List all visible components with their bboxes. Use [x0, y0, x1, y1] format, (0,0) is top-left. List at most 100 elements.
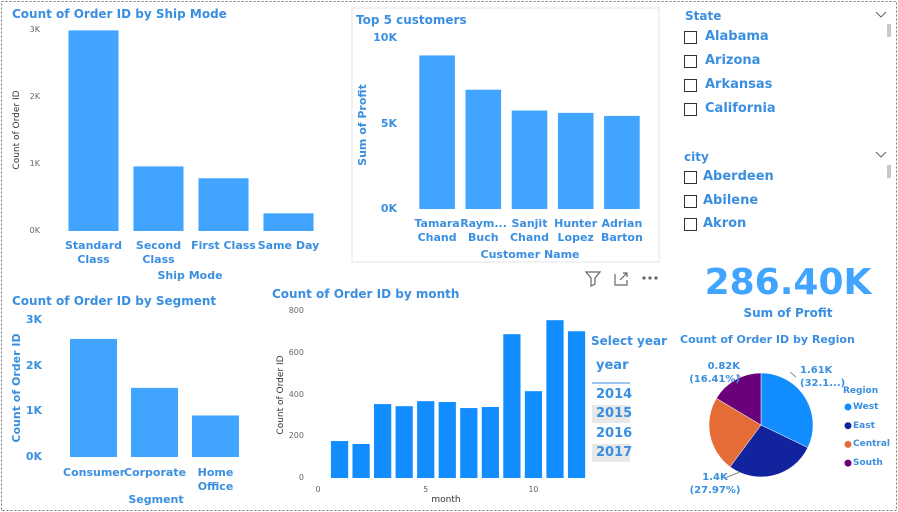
x-tick-label: Same Day [257, 239, 320, 252]
checkbox[interactable] [684, 79, 697, 92]
bar [330, 441, 349, 478]
y-tick-label: 200 [288, 431, 304, 441]
x-tick-label: Corporate [124, 466, 187, 479]
slicer-item[interactable]: California [705, 101, 776, 116]
pie-slice [729, 424, 809, 478]
scrollbar[interactable] [887, 165, 891, 178]
legend-label: West [853, 402, 879, 412]
chevron[interactable] [875, 11, 887, 158]
slicer-title: Select year [591, 334, 668, 348]
slicer-item[interactable]: Aberdeen [703, 169, 774, 184]
legend-marker [844, 459, 852, 467]
legend-marker [844, 422, 852, 430]
bar [524, 391, 543, 478]
x-tick-label: 5 [423, 485, 429, 494]
chart-title: Count of Order ID by Segment [12, 294, 217, 308]
y-tick-label: 5K [380, 116, 397, 130]
scrollbar[interactable] [887, 24, 891, 37]
bar [263, 213, 314, 231]
checkbox[interactable] [684, 31, 697, 44]
bar [352, 443, 370, 478]
x-tick-label: Tamara Chand [414, 217, 460, 244]
slicer-item[interactable]: Abilene [703, 193, 759, 208]
x-tick-label: Second Class [135, 239, 182, 266]
visual-header-icons[interactable] [584, 271, 658, 287]
panel-border [351, 7, 660, 263]
bar [567, 331, 586, 478]
bar [131, 387, 178, 457]
x-tick-label: Sanjit Chand [509, 217, 549, 244]
chart-title: Top 5 customers [356, 13, 467, 27]
slicer-item[interactable]: Arizona [705, 53, 761, 68]
pie-slice [708, 397, 762, 468]
legend-title: Region [843, 386, 879, 396]
x-tick-label: 10 [528, 485, 539, 494]
x-axis-label: Segment [128, 493, 184, 506]
bar [417, 401, 435, 478]
bar [192, 415, 239, 457]
bar [374, 404, 392, 478]
slicer-item[interactable]: 2015 [596, 406, 633, 421]
kpi-label: Sum of Profit [743, 306, 833, 320]
bar [546, 320, 564, 478]
slicer-header: year [596, 358, 629, 373]
legend-marker [844, 440, 852, 448]
y-tick-label: 2K [25, 358, 42, 372]
y-tick-label: 0K [380, 202, 397, 215]
bar [604, 115, 640, 209]
bar [503, 334, 521, 478]
slicer-item[interactable]: 2017 [596, 445, 633, 460]
bar [465, 89, 502, 209]
chart-title: Count of Order ID by Region [680, 333, 855, 346]
x-axis-label: Customer Name [480, 248, 580, 261]
checkbox[interactable] [684, 103, 697, 116]
x-axis-label: month [431, 495, 461, 505]
bar [68, 30, 119, 231]
x-tick-label: First Class [191, 239, 256, 252]
bar [198, 178, 249, 231]
bar [70, 338, 117, 457]
legend-label: South [853, 458, 883, 469]
slicer-item[interactable]: Akron [703, 216, 747, 231]
x-tick-label: Home Office [197, 466, 234, 493]
y-tick-label: 1K [29, 159, 40, 168]
x-tick-label: Raym... Buch [460, 217, 507, 244]
data-label: 1.61K (32.1...) [800, 365, 846, 389]
y-tick-label: 0 [298, 473, 304, 482]
slicer-item[interactable]: Arkansas [705, 77, 773, 92]
legend-label: East [853, 420, 875, 431]
y-tick-label: 1K [25, 404, 42, 418]
x-tick-label: Adrian Barton [600, 217, 643, 244]
bar [481, 407, 499, 478]
checkbox[interactable] [684, 55, 697, 68]
slicer-item[interactable]: 2014 [596, 387, 633, 402]
x-tick-label: 0 [315, 485, 321, 494]
slicer-item[interactable]: 2016 [596, 426, 633, 441]
pie-slice [716, 372, 762, 426]
y-tick-label: 10K [373, 31, 397, 44]
y-tick-label: 0K [29, 226, 40, 235]
bar [438, 402, 456, 478]
legend-marker [844, 403, 852, 411]
x-tick-label: Hunter Lopez [554, 217, 598, 244]
bar [557, 112, 594, 209]
bar [395, 406, 413, 478]
bar [460, 408, 478, 478]
checkbox[interactable] [684, 195, 697, 208]
y-tick-label: 600 [288, 347, 304, 357]
chart-title: Count of Order ID by Ship Mode [12, 7, 227, 21]
y-tick-label: 400 [288, 389, 304, 399]
checkbox[interactable] [684, 171, 697, 184]
checkbox[interactable] [684, 218, 697, 231]
bar [133, 166, 184, 231]
y-tick-label: 3K [25, 313, 42, 326]
x-axis-label: Ship Mode [157, 269, 223, 282]
selected-bg [592, 444, 630, 462]
data-label: 1.4K (27.97%) [689, 472, 741, 496]
legend-label: Central [853, 439, 891, 450]
slicer-item[interactable]: Alabama [705, 29, 769, 44]
y-axis-label: Count of Order ID [10, 333, 23, 443]
